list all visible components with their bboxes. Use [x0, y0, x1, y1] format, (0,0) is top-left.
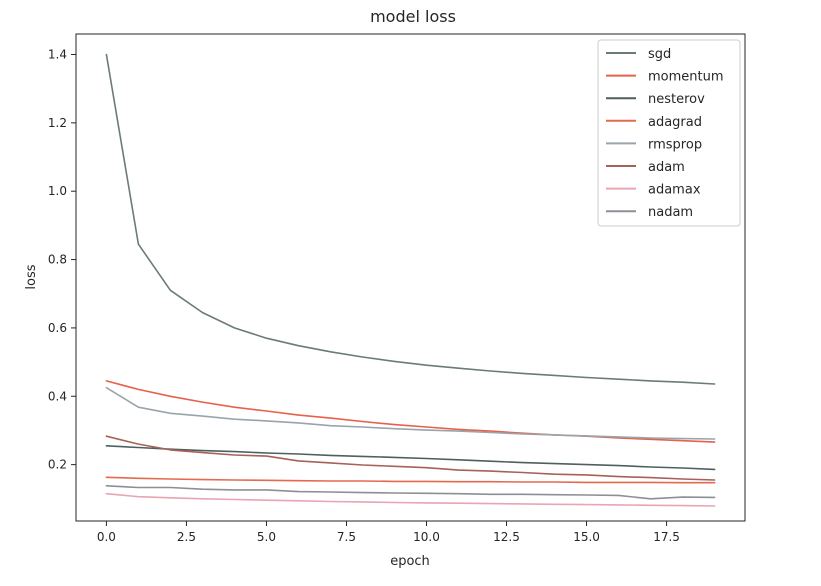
legend-label-adagrad: adagrad [648, 115, 702, 130]
x-tick-label: 5.0 [257, 530, 276, 544]
legend-label-sgd: sgd [648, 47, 671, 62]
series-line-adam [105, 435, 716, 481]
y-axis-label: loss [24, 264, 39, 289]
plot-area [75, 33, 746, 522]
legend-label-momentum: momentum [648, 70, 724, 85]
y-tick-label: 0.8 [48, 253, 67, 267]
chart-title: model loss [370, 7, 456, 26]
x-tick-label: 7.5 [337, 530, 356, 544]
y-tick-label: 0.6 [48, 321, 67, 335]
legend-label-adam: adam [648, 160, 685, 175]
series-line-adamax [105, 492, 716, 507]
legend: sgd momentum nesterov adagrad rmsprop adam ada… [597, 39, 741, 227]
y-tick-label: 1.0 [48, 184, 67, 198]
legend-label-nesterov: nesterov [648, 92, 705, 107]
legend-label-rmsprop: rmsprop [648, 137, 702, 152]
y-tick-label: 1.2 [48, 116, 67, 130]
x-axis-label: epoch [390, 554, 430, 569]
plot-frame [75, 33, 746, 522]
series-lines [105, 53, 716, 507]
series-line-adagrad [105, 476, 716, 484]
series-line-rmsprop [105, 386, 716, 440]
legend-label-nadam: nadam [648, 205, 693, 220]
x-tick-label: 2.5 [177, 530, 196, 544]
x-axis-ticks: 0.0 2.5 5.0 7.5 10.0 12.5 15.0 17.5 [97, 521, 680, 544]
x-tick-label: 15.0 [573, 530, 600, 544]
y-tick-label: 0.2 [48, 458, 67, 472]
x-tick-label: 10.0 [413, 530, 440, 544]
x-tick-label: 12.5 [493, 530, 520, 544]
y-tick-label: 1.4 [48, 48, 67, 62]
y-tick-label: 0.4 [48, 389, 67, 403]
series-line-momentum [105, 380, 716, 443]
legend-box [597, 39, 741, 227]
series-line-nesterov [105, 444, 716, 471]
x-tick-label: 17.5 [653, 530, 680, 544]
y-axis-ticks: 0.2 0.4 0.6 0.8 1.0 1.2 1.4 [48, 48, 76, 472]
x-tick-label: 0.0 [97, 530, 116, 544]
legend-label-adamax: adamax [648, 183, 701, 198]
series-line-sgd [105, 53, 716, 385]
series-line-nadam [105, 484, 716, 500]
